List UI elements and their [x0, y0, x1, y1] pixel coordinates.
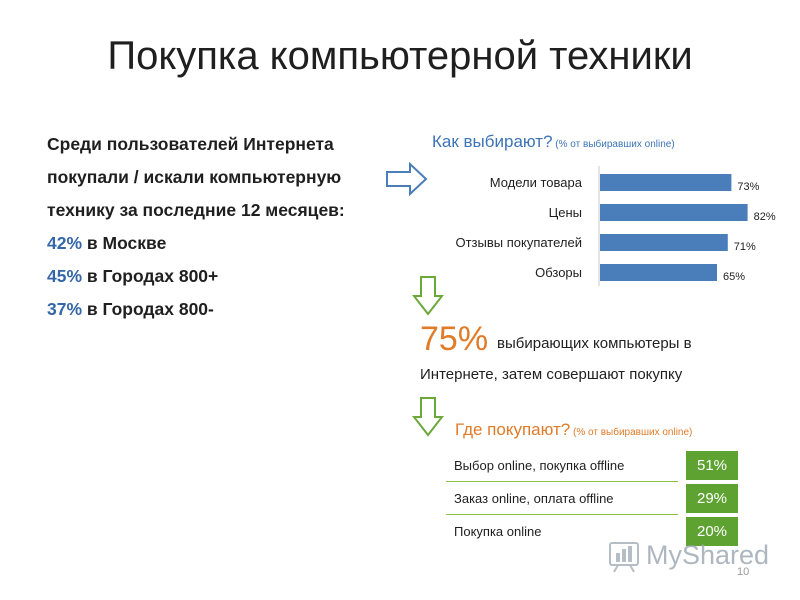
table-row: Выбор online, покупка offline 51%	[446, 450, 746, 483]
where-heading: Где покупают? (% от выбиравших online)	[455, 420, 692, 440]
stat-cities-800plus: 45% в Городах 800+	[47, 260, 397, 293]
row-label: Покупка online	[454, 524, 542, 539]
bar-value-label: 65%	[723, 271, 745, 283]
where-title: Где покупают?	[455, 420, 571, 439]
stat-moscow-pct: 42%	[47, 233, 83, 253]
summary-line-2: покупали / искали компьютерную	[47, 167, 342, 187]
bar-label: Отзывы покупателей	[455, 235, 582, 250]
row-divider	[446, 480, 678, 482]
conversion-pct: 75%	[420, 320, 489, 358]
bar	[600, 204, 748, 221]
bar	[600, 234, 728, 251]
row-label: Заказ online, оплата offline	[454, 491, 614, 506]
where-table: Выбор online, покупка offline 51% Заказ …	[446, 450, 746, 549]
bar-label: Модели товара	[490, 175, 583, 190]
table-row: Заказ online, оплата offline 29%	[446, 483, 746, 516]
page-number: 10	[737, 566, 750, 578]
bar-value-label: 71%	[734, 241, 756, 253]
stat-moscow: 42% в Москве	[47, 227, 397, 260]
choose-bar-chart: Модели товара 73% Цены 82% Отзывы покупателе…	[455, 166, 776, 286]
choose-note: (% от выбиравших online)	[552, 139, 675, 150]
choose-heading: Как выбирают? (% от выбиравших online)	[432, 132, 675, 152]
stat-cities-800minus: 37% в Городах 800-	[47, 293, 397, 326]
row-value: 51%	[686, 451, 738, 480]
bar-label: Цены	[549, 205, 582, 220]
table-row: Покупка online 20%	[446, 516, 746, 549]
stat-moscow-text: в Москве	[82, 233, 167, 253]
watermark-logo-icon	[609, 542, 639, 573]
arrow-right-icon	[386, 162, 428, 196]
stat-cities-800minus-pct: 37%	[47, 299, 83, 319]
bar-value-label: 82%	[754, 211, 776, 223]
bar	[600, 264, 717, 281]
arrow-down-icon	[412, 276, 444, 316]
where-note: (% от выбиравших online)	[570, 427, 693, 438]
choose-title: Как выбирают?	[432, 132, 553, 151]
summary-line-1: Среди пользователей Интернета	[47, 134, 334, 154]
left-summary: Среди пользователей Интернета покупали /…	[47, 128, 397, 326]
conversion-text-1: выбирающих компьютеры в	[497, 335, 692, 352]
watermark-text: MyShared	[646, 540, 770, 570]
bar-label: Обзоры	[535, 265, 582, 280]
summary-line-3: технику за последние 12 месяцев:	[47, 200, 345, 220]
bar	[600, 174, 732, 191]
conversion-text-2: Интернете, затем совершают покупку	[420, 366, 683, 383]
stat-cities-800minus-text: в Городах 800-	[82, 299, 214, 319]
stat-cities-800plus-pct: 45%	[47, 266, 83, 286]
row-label: Выбор online, покупка offline	[454, 458, 625, 473]
stat-cities-800plus-text: в Городах 800+	[82, 266, 219, 286]
slide-title: Покупка компьютерной техники	[107, 34, 693, 78]
row-divider	[446, 513, 678, 515]
bar-value-label: 73%	[737, 181, 759, 193]
row-value: 20%	[686, 517, 738, 546]
arrow-down-icon	[412, 397, 444, 437]
row-value: 29%	[686, 484, 738, 513]
